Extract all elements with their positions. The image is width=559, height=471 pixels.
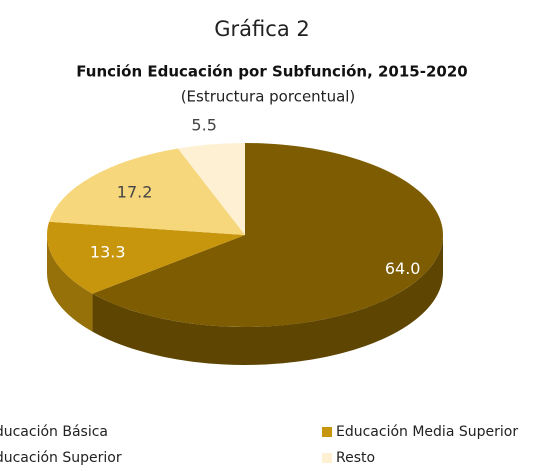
data-label: 17.2: [117, 183, 153, 202]
legend-swatch: [322, 427, 332, 437]
slice: [92, 143, 444, 328]
legend-label: Educación Media Superior: [336, 424, 518, 440]
legend-label: Educación Superior: [0, 450, 122, 466]
chart-title: Gráfica 2: [214, 17, 309, 41]
chart-subtitle: Función Educación por Subfunción, 2015-2…: [76, 63, 467, 81]
legend-label: Resto: [336, 450, 375, 466]
legend-label: Educación Básica: [0, 424, 108, 440]
slice: [47, 221, 246, 294]
legend-swatch: [322, 453, 332, 463]
slice: [177, 143, 245, 235]
data-label: 64.0: [385, 259, 421, 278]
slice-side: [92, 235, 443, 365]
chart-note: (Estructura porcentual): [181, 88, 356, 106]
slice-side: [47, 235, 93, 332]
slice: [49, 148, 245, 235]
data-label: 5.5: [191, 116, 216, 135]
data-label: 13.3: [90, 242, 126, 261]
